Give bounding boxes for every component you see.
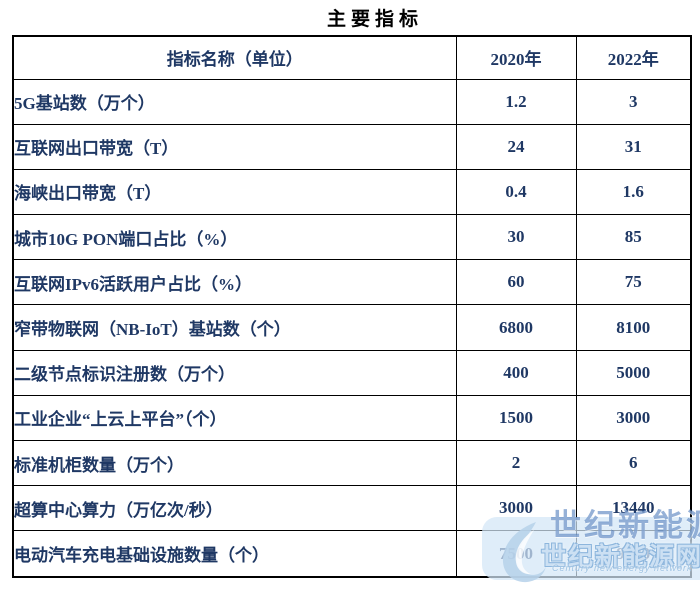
- indicator-label: 海峡出口带宽（T）: [12, 168, 457, 216]
- value-2020: 1500: [455, 394, 577, 442]
- table-row: 互联网出口带宽（T） 24 31: [12, 123, 692, 170]
- table-row: 二级节点标识注册数（万个） 400 5000: [12, 349, 692, 396]
- value-2022: 31: [575, 123, 692, 170]
- indicator-label: 标准机柜数量（万个）: [12, 439, 457, 487]
- value-2022: 3: [575, 78, 692, 125]
- value-2022: 85: [575, 214, 692, 261]
- indicator-label: 窄带物联网（NB-IoT）基站数（个）: [12, 304, 457, 351]
- indicator-label: 电动汽车充电基础设施数量（个）: [12, 530, 457, 578]
- value-2020: 7500: [455, 530, 577, 578]
- indicator-label: 城市10G PON端口占比（%）: [12, 214, 457, 261]
- header-year-2020: 2020年: [455, 35, 577, 80]
- table-row: 超算中心算力（万亿次/秒） 3000 13440: [12, 485, 692, 532]
- value-2020: 1.2: [455, 78, 577, 125]
- value-2020: 24: [455, 123, 577, 170]
- header-row: 指标名称（单位） 2020年 2022年: [12, 35, 692, 80]
- table-row: 电动汽车充电基础设施数量（个） 7500 9500: [12, 530, 692, 578]
- page-title: 主要指标: [326, 9, 423, 30]
- indicator-label: 5G基站数（万个）: [12, 78, 457, 125]
- value-2020: 30: [455, 214, 577, 261]
- indicators-table: 指标名称（单位） 2020年 2022年 5G基站数（万个） 1.2 3 互联网…: [12, 35, 692, 578]
- table-row: 5G基站数（万个） 1.2 3: [12, 78, 692, 125]
- header-year-2022: 2022年: [575, 35, 692, 80]
- value-2022: 13440: [575, 485, 692, 532]
- value-2022: 1.6: [575, 168, 692, 216]
- table-row: 互联网IPv6活跃用户占比（%） 60 75: [12, 259, 692, 306]
- value-2020: 3000: [455, 485, 577, 532]
- indicator-label: 互联网出口带宽（T）: [12, 123, 457, 170]
- table-row: 窄带物联网（NB-IoT）基站数（个） 6800 8100: [12, 304, 692, 351]
- value-2020: 2: [455, 439, 577, 487]
- table-row: 城市10G PON端口占比（%） 30 85: [12, 214, 692, 261]
- value-2020: 6800: [455, 304, 577, 351]
- indicator-label: 工业企业“上云上平台”（个）: [12, 394, 457, 442]
- value-2022: 6: [575, 439, 692, 487]
- value-2020: 0.4: [455, 168, 577, 216]
- header-indicator-name: 指标名称（单位）: [12, 35, 457, 80]
- value-2022: 8100: [575, 304, 692, 351]
- value-2022: 9500: [575, 530, 692, 578]
- value-2022: 75: [575, 259, 692, 306]
- value-2020: 60: [455, 259, 577, 306]
- indicator-label: 互联网IPv6活跃用户占比（%）: [12, 259, 457, 306]
- table-row: 海峡出口带宽（T） 0.4 1.6: [12, 168, 692, 216]
- table-row: 工业企业“上云上平台”（个） 1500 3000: [12, 394, 692, 442]
- value-2022: 5000: [575, 349, 692, 396]
- value-2022: 3000: [575, 394, 692, 442]
- value-2020: 400: [455, 349, 577, 396]
- table-row: 标准机柜数量（万个） 2 6: [12, 439, 692, 487]
- indicator-label: 二级节点标识注册数（万个）: [12, 349, 457, 396]
- indicator-label: 超算中心算力（万亿次/秒）: [12, 485, 457, 532]
